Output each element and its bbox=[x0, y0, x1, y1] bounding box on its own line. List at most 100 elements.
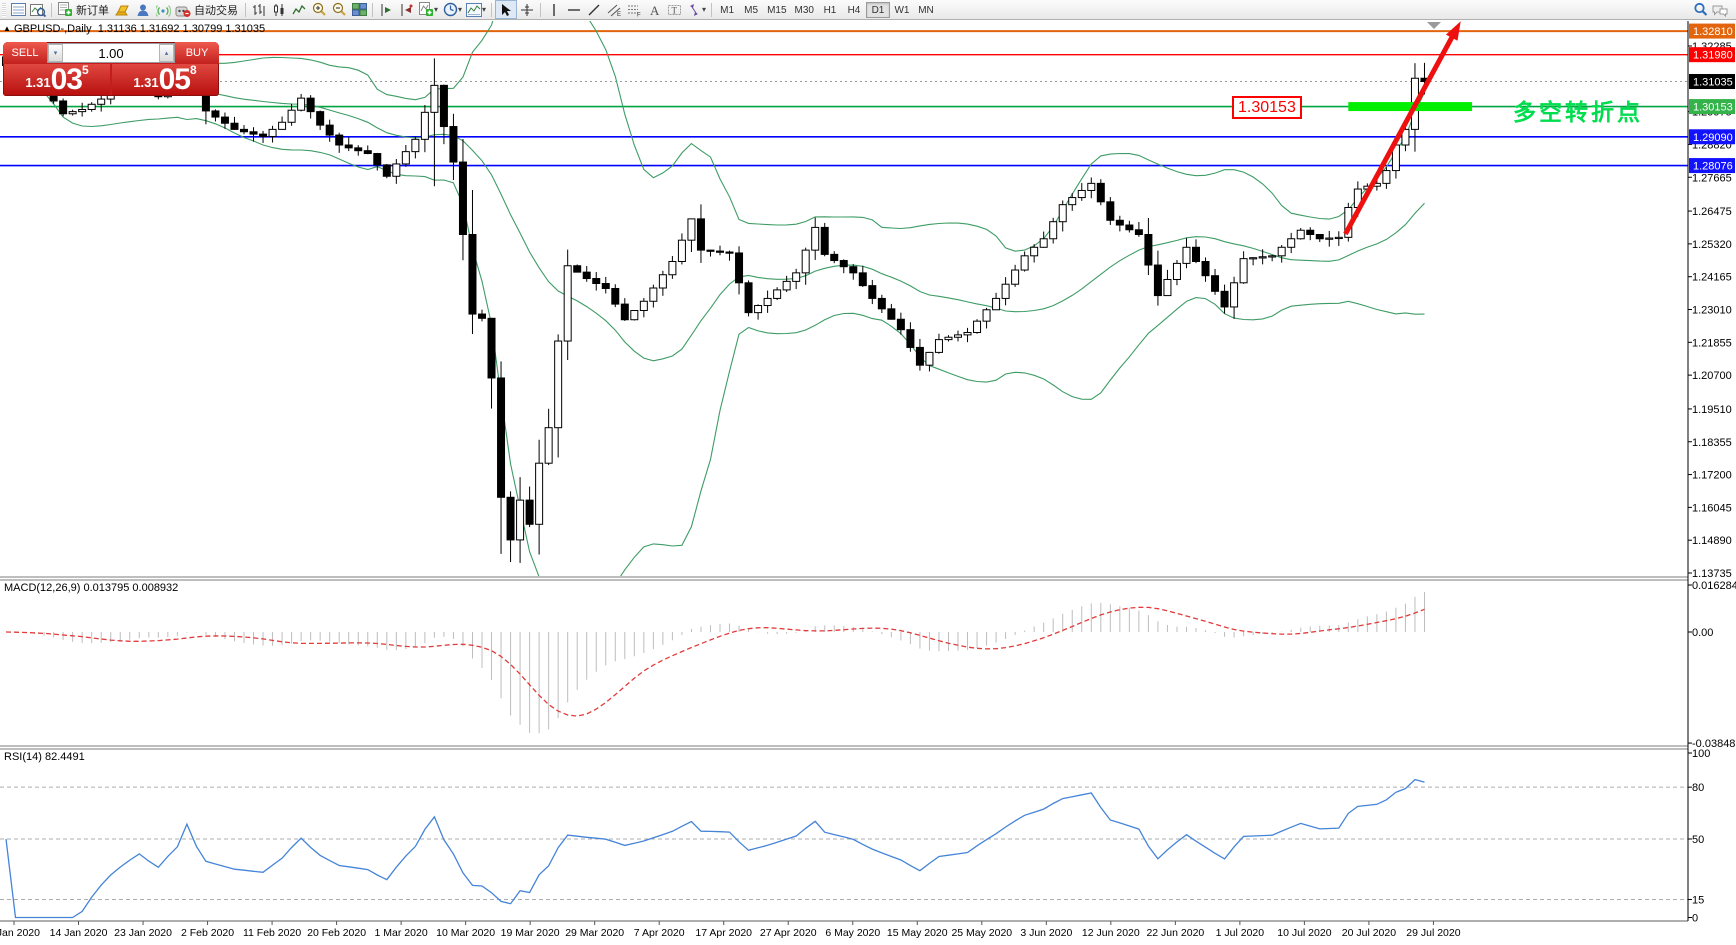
one-click-trading-panel: SELL ▾ 1.00 ▴ BUY 1.31 03 5 1.31 05 8 bbox=[3, 42, 219, 96]
svg-text:E: E bbox=[617, 12, 621, 17]
chart-title: ▲ GBPUSD-,Daily 1.31136 1.31692 1.30799 … bbox=[3, 23, 265, 35]
zoom-out-icon[interactable] bbox=[329, 1, 349, 18]
timeframe-m5-button[interactable]: M5 bbox=[739, 2, 763, 18]
timeframe-m1-button[interactable]: M1 bbox=[715, 2, 739, 18]
crosshair-tool-icon[interactable] bbox=[517, 1, 537, 18]
macd-indicator-label: MACD(12,26,9) 0.013795 0.008932 bbox=[4, 582, 179, 594]
svg-text:12 Jun 2020: 12 Jun 2020 bbox=[1082, 927, 1140, 939]
svg-text:6 Jan 2020: 6 Jan 2020 bbox=[0, 927, 40, 939]
add-indicator-caret[interactable]: ▾ bbox=[434, 5, 439, 14]
timeframe-d1-button[interactable]: D1 bbox=[865, 1, 890, 18]
channel-tool-icon[interactable]: E bbox=[604, 1, 624, 18]
cursor-tool-icon[interactable] bbox=[495, 0, 518, 19]
svg-text:1.19510: 1.19510 bbox=[1692, 404, 1732, 416]
text-tool-icon[interactable]: A bbox=[644, 1, 664, 18]
price-level-annotation[interactable]: 1.30153 bbox=[1232, 96, 1302, 119]
svg-text:1.25320: 1.25320 bbox=[1692, 239, 1732, 251]
svg-text:T: T bbox=[671, 5, 677, 15]
search-icon[interactable] bbox=[1690, 1, 1710, 18]
svg-text:10 Mar 2020: 10 Mar 2020 bbox=[436, 927, 495, 939]
volume-up-stepper[interactable]: ▴ bbox=[159, 44, 174, 62]
timeframe-h4-button[interactable]: H4 bbox=[842, 2, 866, 18]
periods-clock-icon[interactable] bbox=[440, 1, 460, 18]
chart-symbol-period: GBPUSD-,Daily bbox=[13, 23, 92, 35]
svg-text:29 Mar 2020: 29 Mar 2020 bbox=[565, 927, 624, 939]
svg-text:17 Apr 2020: 17 Apr 2020 bbox=[695, 927, 752, 939]
toolbar-grip bbox=[2, 2, 6, 17]
svg-text:1.21855: 1.21855 bbox=[1692, 337, 1732, 349]
candlestick-icon[interactable] bbox=[269, 1, 289, 18]
text-label-tool-icon[interactable]: T bbox=[664, 1, 684, 18]
svg-text:100: 100 bbox=[1692, 748, 1710, 760]
new-order-icon[interactable] bbox=[55, 1, 75, 18]
panel-collapse-icon[interactable]: ▲ bbox=[3, 24, 11, 33]
svg-text:1.20700: 1.20700 bbox=[1692, 370, 1732, 382]
svg-text:1.13735: 1.13735 bbox=[1692, 568, 1732, 580]
chat-icon[interactable] bbox=[1710, 1, 1730, 18]
community-icon[interactable] bbox=[133, 1, 153, 18]
timeframe-m30-button[interactable]: M30 bbox=[791, 2, 818, 18]
svg-text:1.31035: 1.31035 bbox=[1693, 77, 1733, 89]
vertical-line-tool-icon[interactable] bbox=[544, 1, 564, 18]
svg-text:20 Jul 2020: 20 Jul 2020 bbox=[1342, 927, 1396, 939]
svg-text:1.18355: 1.18355 bbox=[1692, 437, 1732, 449]
market-gold-icon[interactable] bbox=[113, 1, 133, 18]
templates-caret[interactable]: ▾ bbox=[482, 5, 487, 14]
auto-scroll-icon[interactable] bbox=[396, 1, 416, 18]
zoom-in-icon[interactable] bbox=[309, 1, 329, 18]
timeframe-mn-button[interactable]: MN bbox=[914, 2, 938, 18]
autotrading-label[interactable]: 自动交易 bbox=[194, 4, 238, 17]
arrows-tool-caret[interactable]: ▾ bbox=[702, 5, 707, 14]
ask-price-pip: 8 bbox=[190, 63, 197, 77]
svg-text:14 Jan 2020: 14 Jan 2020 bbox=[50, 927, 108, 939]
chart-ohlc-values: 1.31136 1.31692 1.30799 1.31035 bbox=[97, 23, 266, 35]
data-window-icon[interactable] bbox=[8, 1, 28, 18]
periods-caret[interactable]: ▾ bbox=[458, 5, 463, 14]
arrows-tool-icon[interactable] bbox=[684, 1, 704, 18]
templates-icon[interactable] bbox=[464, 1, 484, 18]
timeframe-m15-button[interactable]: M15 bbox=[763, 2, 790, 18]
line-chart-icon[interactable] bbox=[289, 1, 309, 18]
ask-price[interactable]: 1.31 05 8 bbox=[112, 64, 218, 95]
bid-price[interactable]: 1.31 03 5 bbox=[4, 64, 110, 95]
volume-down-stepper[interactable]: ▾ bbox=[48, 44, 63, 62]
add-indicator-icon[interactable] bbox=[416, 1, 436, 18]
sell-button[interactable]: SELL bbox=[3, 42, 47, 64]
new-order-label[interactable]: 新订单 bbox=[76, 4, 109, 17]
svg-text:1.26475: 1.26475 bbox=[1692, 206, 1732, 218]
svg-text:0: 0 bbox=[1692, 913, 1698, 925]
volume-input[interactable]: 1.00 bbox=[98, 46, 124, 61]
ask-price-prefix: 1.31 bbox=[133, 75, 159, 90]
svg-text:25 May 2020: 25 May 2020 bbox=[951, 927, 1012, 939]
svg-text:1.24165: 1.24165 bbox=[1692, 272, 1732, 284]
strategy-tester-icon[interactable] bbox=[28, 1, 48, 18]
svg-text:29 Jul 2020: 29 Jul 2020 bbox=[1406, 927, 1460, 939]
svg-text:1.27665: 1.27665 bbox=[1692, 172, 1732, 184]
svg-text:10 Jul 2020: 10 Jul 2020 bbox=[1277, 927, 1331, 939]
svg-text:A: A bbox=[650, 3, 660, 17]
autotrading-icon[interactable] bbox=[173, 1, 193, 18]
timeframe-h1-button[interactable]: H1 bbox=[818, 2, 842, 18]
svg-text:15: 15 bbox=[1692, 894, 1704, 906]
chart-shift-icon[interactable] bbox=[376, 1, 396, 18]
svg-text:0.00: 0.00 bbox=[1692, 627, 1713, 639]
pivot-note-annotation[interactable]: 多空转折点 bbox=[1513, 100, 1643, 125]
buy-button[interactable]: BUY bbox=[175, 42, 219, 64]
main-toolbar: 新订单 自动交易 ▾ ▾ ▾ bbox=[0, 0, 1736, 20]
timeframe-w1-button[interactable]: W1 bbox=[890, 2, 914, 18]
svg-text:3 Jun 2020: 3 Jun 2020 bbox=[1020, 927, 1072, 939]
fibonacci-tool-icon[interactable]: F bbox=[624, 1, 644, 18]
ask-price-main: 05 bbox=[158, 63, 191, 96]
bar-chart-icon[interactable] bbox=[249, 1, 269, 18]
svg-text:1.30153: 1.30153 bbox=[1693, 102, 1733, 114]
svg-text:F: F bbox=[637, 12, 641, 17]
signals-icon[interactable] bbox=[153, 1, 173, 18]
trendline-tool-icon[interactable] bbox=[584, 1, 604, 18]
svg-text:27 Apr 2020: 27 Apr 2020 bbox=[760, 927, 817, 939]
volume-box: ▾ 1.00 ▴ bbox=[47, 43, 175, 63]
svg-text:6 May 2020: 6 May 2020 bbox=[825, 927, 880, 939]
horizontal-line-tool-icon[interactable] bbox=[564, 1, 584, 18]
svg-text:19 Mar 2020: 19 Mar 2020 bbox=[501, 927, 560, 939]
tile-windows-icon[interactable] bbox=[349, 1, 369, 18]
